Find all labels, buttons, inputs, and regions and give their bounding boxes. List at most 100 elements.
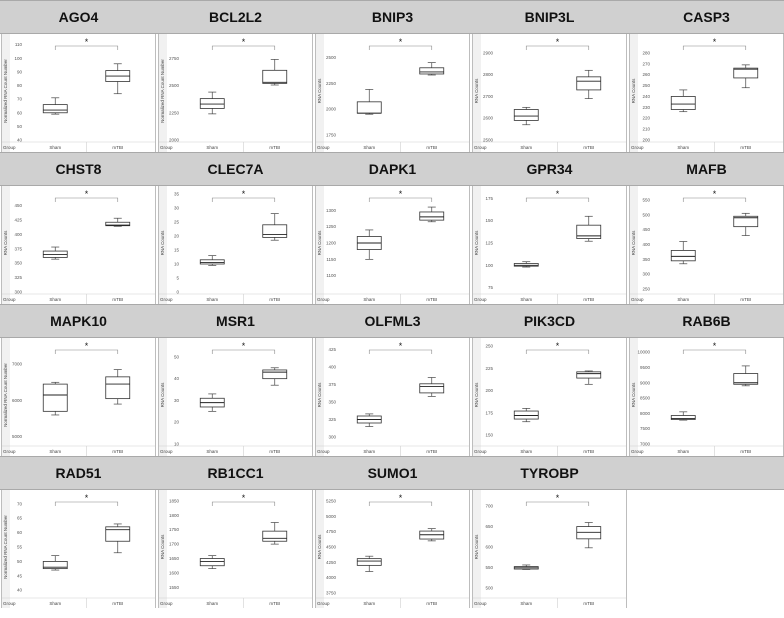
y-tick-label: 60 — [17, 530, 23, 535]
y-tick-label: 450 — [14, 203, 22, 208]
iqr-box — [262, 224, 288, 238]
iqr-box — [733, 215, 759, 228]
y-tick-label: 8500 — [640, 396, 651, 401]
significance-star: * — [242, 189, 246, 199]
significance-star: * — [556, 37, 560, 47]
significance-star: * — [242, 341, 246, 351]
y-tick-label: 210 — [642, 127, 650, 132]
box-sham — [670, 411, 696, 421]
iqr-box — [733, 67, 759, 79]
y-tick-label: 230 — [642, 105, 650, 110]
y-axis-title: Normalized RNA Count Number — [3, 59, 8, 123]
y-tick-label: 30 — [174, 398, 180, 403]
iqr-box — [419, 67, 445, 75]
group-label: Group — [3, 145, 16, 150]
box-mtbi — [419, 377, 445, 397]
box-mtbi — [576, 69, 602, 99]
iqr-box — [356, 101, 382, 114]
x-category-label: mTBI — [740, 297, 751, 302]
chart-panel-bcl2l2: BCL2L2 Normalized RNA Count Number 2000 225… — [158, 9, 313, 152]
box-mtbi — [262, 367, 288, 386]
y-tick-label: 1850 — [169, 498, 180, 503]
axis-strip — [316, 490, 324, 608]
axis-strip — [316, 186, 324, 304]
y-tick-label: 650 — [485, 524, 493, 529]
boxplot-svg: RNA Counts 300 325 350 375 400 425 Group Sham mTB… — [316, 338, 469, 456]
boxplot-svg: Normalized RNA Count Number 5000 6000 7000 G… — [2, 338, 155, 456]
y-tick-label: 50 — [17, 559, 23, 564]
y-tick-label: 250 — [642, 287, 650, 292]
y-tick-label: 4000 — [326, 575, 337, 580]
chart-title: OLFML3 — [364, 313, 421, 329]
chart-title: MAPK10 — [50, 313, 107, 329]
chart-title: AGO4 — [58, 9, 99, 25]
y-tick-label: 2600 — [483, 116, 494, 121]
boxplot-svg: RNA Counts 3750 4000 4250 4500 4750 5000 5250 Gr… — [316, 490, 469, 608]
chart-title: CHST8 — [55, 161, 102, 177]
y-tick-label: 350 — [328, 400, 336, 405]
y-tick-label: 2000 — [326, 107, 337, 112]
significance-bracket — [525, 349, 590, 354]
chart-title: MAFB — [686, 161, 727, 177]
box-mtbi — [105, 523, 131, 554]
chart-title: RB1CC1 — [207, 465, 264, 481]
y-tick-label: 270 — [642, 61, 650, 66]
significance-bracket — [682, 349, 747, 354]
axis-strip — [159, 490, 167, 608]
axis-strip — [159, 34, 167, 152]
y-tick-label: 2500 — [169, 83, 180, 88]
iqr-box — [262, 530, 288, 542]
y-axis-title: RNA Counts — [160, 534, 165, 560]
y-tick-label: 110 — [15, 42, 23, 47]
y-axis-title: RNA Counts — [160, 230, 165, 256]
significance-star: * — [399, 493, 403, 503]
y-tick-label: 400 — [642, 242, 650, 247]
box-mtbi — [733, 212, 759, 236]
y-tick-label: 550 — [485, 565, 493, 570]
significance-bracket — [525, 197, 590, 202]
significance-star: * — [85, 189, 89, 199]
box-mtbi — [105, 217, 131, 227]
y-tick-label: 8000 — [640, 411, 651, 416]
axis-strip — [473, 186, 481, 304]
x-category-label: Sham — [520, 449, 532, 454]
iqr-box — [576, 224, 602, 239]
significance-bracket — [682, 45, 747, 50]
significance-bracket — [368, 501, 433, 506]
y-axis-title: RNA Counts — [631, 78, 636, 104]
significance-bracket — [54, 197, 119, 202]
x-category-label: mTBI — [740, 449, 751, 454]
y-tick-label: 7500 — [640, 426, 651, 431]
significance-bracket — [525, 501, 590, 506]
box-sham — [199, 393, 225, 412]
group-label: Group — [317, 297, 330, 302]
x-category-label: mTBI — [112, 297, 123, 302]
axis-strip — [316, 338, 324, 456]
x-category-label: mTBI — [112, 601, 123, 606]
x-category-label: Sham — [520, 297, 532, 302]
y-tick-label: 80 — [17, 83, 23, 88]
chart-title: BCL2L2 — [209, 9, 262, 25]
boxplot-svg: RNA Counts 2500 2600 2700 2800 2900 Group Sham m… — [473, 34, 626, 152]
group-label: Group — [160, 601, 173, 606]
significance-star: * — [556, 189, 560, 199]
chart-title: TYROBP — [520, 465, 579, 481]
boxplot-svg: RNA Counts 0 5 10 15 20 25 30 35 Group Sham mTBI * — [159, 186, 312, 304]
group-label: Group — [160, 297, 173, 302]
significance-bracket — [368, 197, 433, 202]
y-tick-label: 0 — [176, 290, 179, 295]
box-mtbi — [576, 215, 602, 242]
boxplot-svg: RNA Counts 75 100 125 150 175 Group Sham mTBI * — [473, 186, 626, 304]
significance-bracket — [368, 349, 433, 354]
y-tick-label: 2250 — [326, 81, 337, 86]
boxplot-svg: Normalized RNA Count Number 40 45 50 55 60 65 7… — [2, 490, 155, 608]
iqr-box — [42, 561, 68, 570]
y-tick-label: 200 — [642, 138, 650, 143]
y-tick-label: 10000 — [637, 350, 650, 355]
group-label: Group — [3, 297, 16, 302]
box-mtbi — [262, 522, 288, 545]
box-sham — [42, 381, 68, 416]
y-tick-label: 150 — [485, 433, 493, 438]
group-label: Group — [317, 145, 330, 150]
y-tick-label: 2700 — [483, 94, 494, 99]
